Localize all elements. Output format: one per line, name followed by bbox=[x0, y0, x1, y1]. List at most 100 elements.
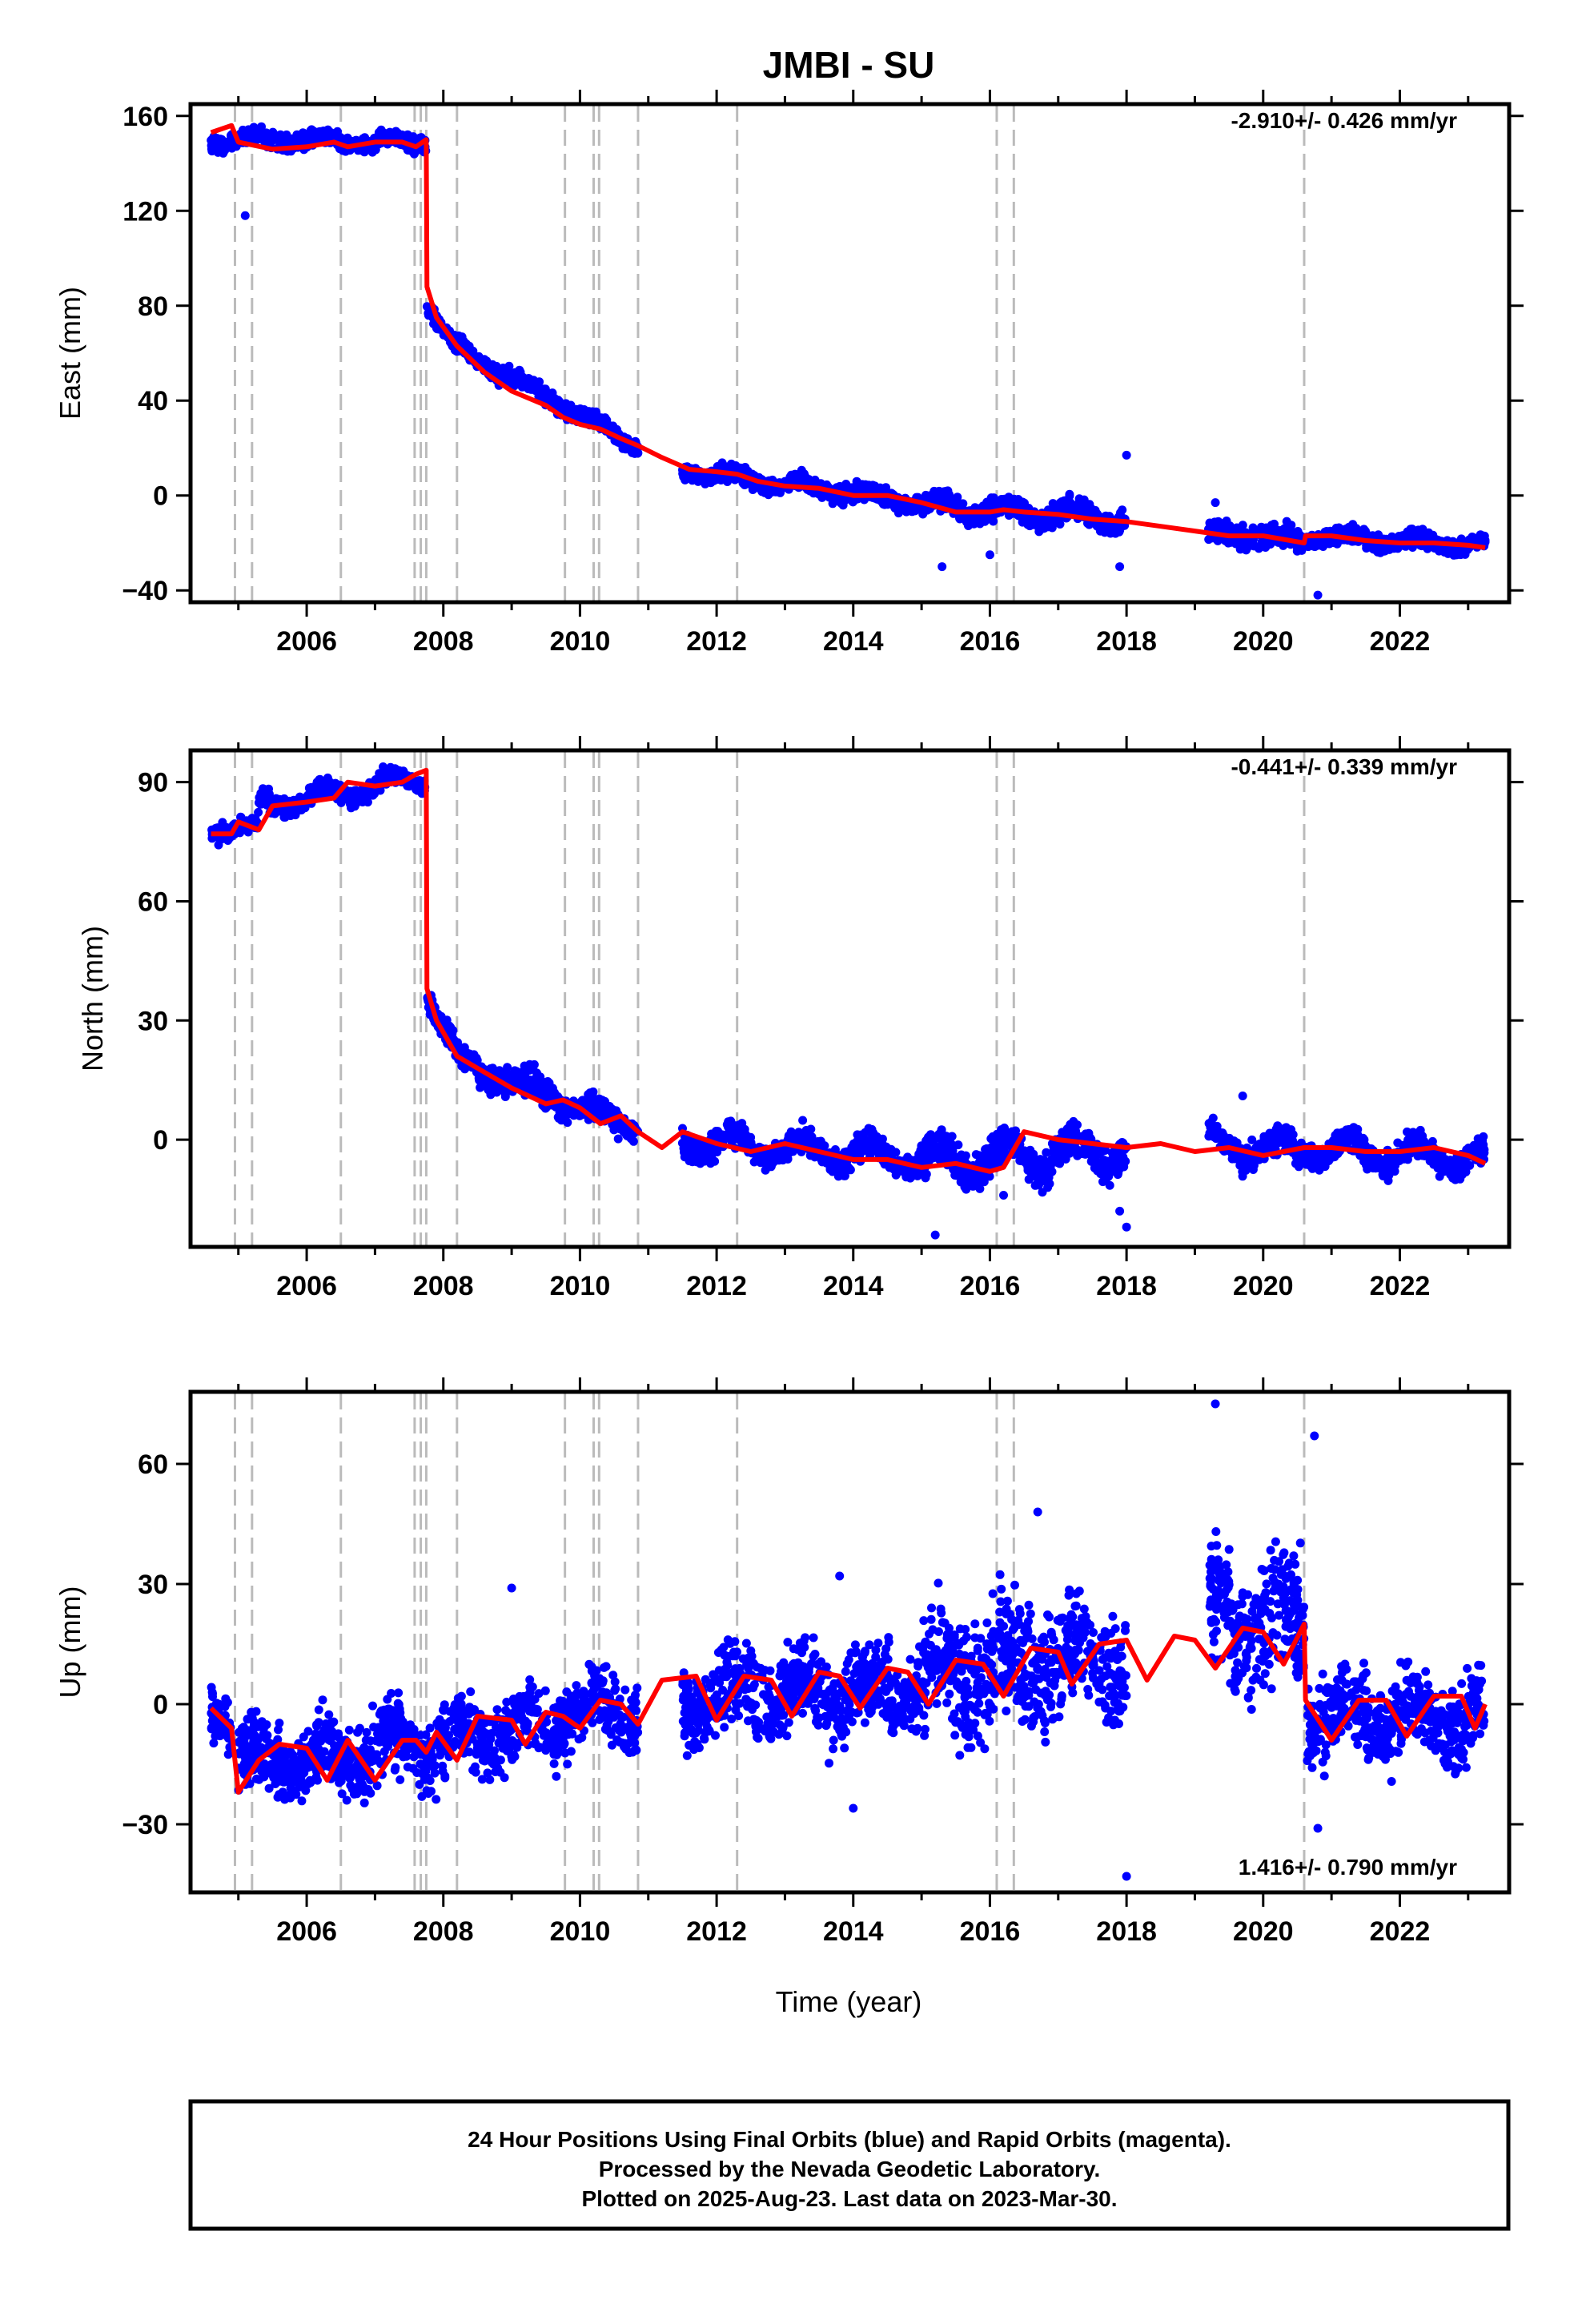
data-point bbox=[565, 1107, 575, 1116]
data-point bbox=[386, 762, 396, 772]
data-point bbox=[1065, 489, 1074, 499]
data-point bbox=[548, 1084, 557, 1093]
data-point bbox=[465, 345, 475, 355]
outlier-point bbox=[938, 562, 947, 572]
data-point bbox=[797, 472, 807, 482]
data-point bbox=[336, 795, 345, 805]
data-point bbox=[595, 1094, 604, 1104]
data-point bbox=[528, 1064, 538, 1074]
y-tick-label: 40 bbox=[138, 386, 168, 416]
x-tick-label: 2014 bbox=[823, 626, 884, 657]
y-tick-label: 0 bbox=[153, 481, 168, 512]
data-point bbox=[271, 794, 281, 803]
outlier-point bbox=[1211, 498, 1220, 508]
data-point bbox=[486, 1090, 496, 1100]
data-point bbox=[370, 789, 379, 798]
x-tick-label: 2018 bbox=[1096, 626, 1157, 657]
data-point bbox=[1373, 532, 1383, 541]
outlier-point bbox=[1115, 562, 1125, 572]
data-point bbox=[1066, 498, 1075, 508]
y-tick-label: 160 bbox=[122, 102, 168, 132]
data-point bbox=[592, 416, 601, 425]
data-point bbox=[893, 500, 903, 509]
data-point bbox=[257, 795, 267, 805]
data-point bbox=[539, 388, 548, 398]
data-point bbox=[1006, 497, 1015, 507]
x-tick-label: 2006 bbox=[276, 626, 337, 657]
data-point bbox=[453, 1038, 462, 1047]
data-point bbox=[1048, 499, 1058, 509]
y-axis-label-east: East (mm) bbox=[54, 287, 86, 420]
data-point bbox=[306, 790, 315, 800]
data-point bbox=[604, 1101, 614, 1111]
data-point bbox=[838, 501, 848, 510]
data-point bbox=[512, 1067, 521, 1076]
data-point bbox=[1293, 527, 1303, 536]
data-point bbox=[1235, 545, 1245, 554]
data-point bbox=[291, 810, 300, 820]
data-point bbox=[997, 497, 1006, 506]
data-point bbox=[1402, 531, 1411, 541]
data-point bbox=[472, 1053, 481, 1063]
data-point bbox=[257, 122, 266, 131]
data-point bbox=[592, 409, 601, 419]
outlier-point bbox=[985, 550, 994, 560]
data-point bbox=[540, 1080, 550, 1089]
data-point bbox=[283, 806, 292, 815]
data-point bbox=[588, 1090, 597, 1100]
data-point bbox=[325, 777, 335, 786]
data-point bbox=[1038, 516, 1047, 525]
outlier-point bbox=[240, 211, 250, 220]
data-point bbox=[909, 505, 918, 515]
data-point bbox=[1214, 524, 1223, 533]
data-point bbox=[622, 1130, 632, 1140]
data-point bbox=[235, 828, 245, 838]
data-point bbox=[492, 361, 501, 371]
data-point bbox=[1464, 535, 1474, 545]
data-point bbox=[558, 404, 568, 413]
outlier-point bbox=[1122, 450, 1131, 460]
data-point bbox=[628, 1136, 638, 1146]
figure-title: JMBI - SU bbox=[763, 44, 935, 86]
data-point bbox=[533, 378, 543, 388]
data-point bbox=[1263, 524, 1273, 533]
data-point bbox=[392, 769, 401, 778]
data-point bbox=[460, 1043, 469, 1052]
data-point bbox=[814, 489, 824, 499]
y-tick-label: −40 bbox=[122, 576, 168, 606]
data-point bbox=[493, 370, 503, 380]
data-point bbox=[351, 798, 361, 808]
plot-frame bbox=[188, 102, 1512, 605]
data-point bbox=[459, 336, 468, 346]
data-point bbox=[1424, 528, 1433, 537]
data-point bbox=[552, 400, 560, 409]
data-point bbox=[822, 491, 832, 501]
data-point bbox=[735, 463, 745, 472]
data-point bbox=[309, 135, 319, 144]
x-tick-label: 2020 bbox=[1233, 626, 1294, 657]
outlier-point bbox=[1313, 590, 1323, 600]
data-point bbox=[978, 501, 988, 511]
data-point bbox=[323, 785, 332, 794]
data-point bbox=[1362, 530, 1371, 540]
data-point bbox=[1083, 509, 1093, 517]
data-point bbox=[249, 123, 259, 132]
data-point bbox=[442, 1015, 452, 1025]
velocity-label-east: -2.910+/- 0.426 mm/yr bbox=[1231, 108, 1457, 133]
data-point bbox=[1111, 523, 1121, 533]
data-point bbox=[254, 807, 263, 817]
data-point bbox=[927, 495, 937, 505]
data-point bbox=[921, 490, 930, 500]
data-point bbox=[785, 476, 794, 485]
data-point bbox=[613, 1134, 623, 1144]
data-point bbox=[678, 468, 688, 478]
data-point bbox=[314, 779, 323, 789]
data-point bbox=[1016, 497, 1026, 507]
x-tick-label: 2016 bbox=[960, 626, 1021, 657]
data-point bbox=[828, 499, 837, 509]
points-north bbox=[207, 762, 1489, 1240]
data-point bbox=[798, 1116, 808, 1125]
data-point bbox=[410, 777, 420, 786]
x-tick-label: 2022 bbox=[1370, 626, 1431, 657]
data-point bbox=[697, 475, 707, 485]
